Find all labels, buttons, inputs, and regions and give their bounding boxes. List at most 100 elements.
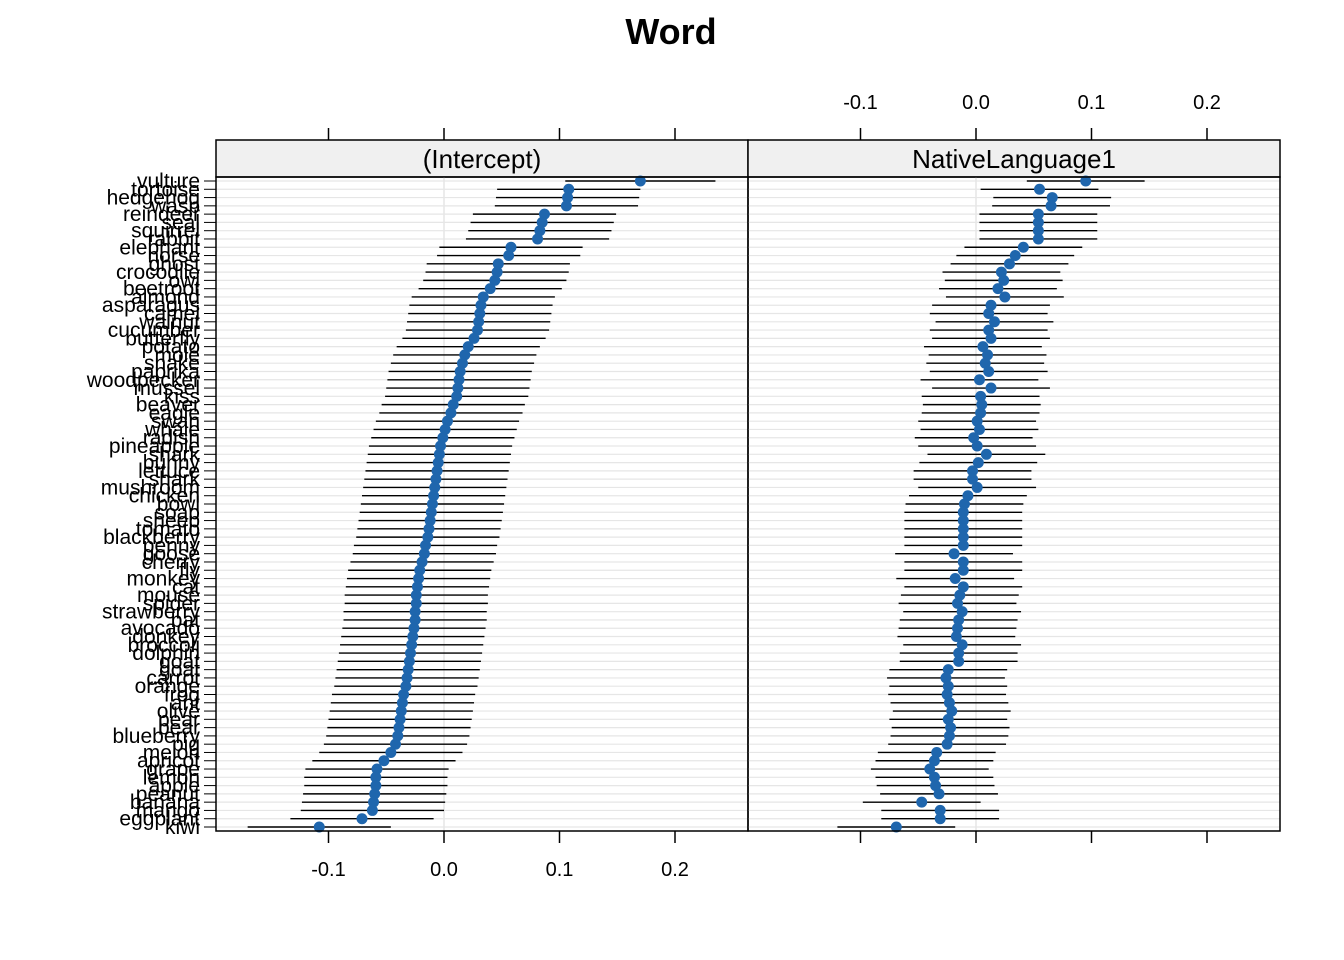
data-point	[429, 481, 441, 493]
data-point	[370, 780, 382, 792]
word-label: cucumber	[108, 319, 200, 342]
data-point	[995, 266, 1007, 278]
data-point	[953, 647, 965, 659]
word-label: tortoise	[131, 178, 200, 201]
word-label: mussel	[133, 377, 200, 400]
data-point	[468, 332, 480, 344]
data-point	[441, 415, 453, 427]
data-point	[941, 738, 953, 750]
word-label: cherry	[142, 551, 201, 574]
x-tick-label: 0.1	[1078, 92, 1106, 114]
data-point	[401, 672, 413, 684]
word-label: bat	[171, 609, 200, 632]
word-label: radish	[143, 427, 200, 450]
data-point	[957, 581, 969, 593]
data-point	[977, 341, 989, 353]
data-point	[433, 448, 445, 460]
data-point	[988, 316, 1000, 328]
data-point	[949, 573, 961, 585]
x-tick-label: -0.1	[843, 92, 877, 114]
word-label: eggplant	[119, 808, 200, 831]
data-point	[953, 614, 965, 626]
data-point	[456, 357, 468, 369]
word-label: soap	[154, 501, 200, 524]
data-point	[484, 283, 496, 295]
word-label: wasp	[150, 195, 200, 218]
word-label: crocodile	[116, 261, 200, 284]
data-point	[445, 407, 457, 419]
data-point	[378, 755, 390, 767]
data-point	[968, 432, 980, 444]
data-point	[980, 448, 992, 460]
word-label: whale	[144, 418, 200, 441]
data-point	[492, 258, 504, 270]
word-label: snake	[144, 352, 200, 375]
data-point	[930, 780, 942, 792]
data-point	[943, 730, 955, 742]
word-labels: vulturetortoisehedgehogwaspreindeerseals…	[86, 170, 216, 839]
data-point	[1032, 208, 1044, 220]
data-point	[453, 374, 465, 386]
word-label: butterfly	[125, 327, 200, 350]
word-label: woodpecker	[86, 369, 200, 392]
word-label: ghost	[149, 253, 201, 276]
word-label: paprika	[131, 360, 200, 383]
data-point	[477, 291, 489, 303]
word-label: mole	[154, 344, 200, 367]
data-point	[1046, 192, 1058, 204]
data-point	[414, 564, 426, 576]
data-point	[983, 365, 995, 377]
data-point	[1032, 233, 1044, 245]
data-point	[982, 349, 994, 361]
data-point	[983, 324, 995, 336]
data-point	[459, 349, 471, 361]
data-point	[491, 266, 503, 278]
data-point	[420, 539, 432, 551]
word-label: banana	[130, 791, 200, 814]
data-point	[471, 324, 483, 336]
data-point	[928, 771, 940, 783]
data-point	[956, 606, 968, 618]
word-label: tomato	[136, 518, 200, 541]
word-label: dolphin	[132, 642, 200, 665]
data-point	[489, 274, 501, 286]
panel-frame	[747, 176, 1281, 832]
data-point	[418, 548, 430, 560]
word-label: beaver	[136, 394, 200, 417]
data-point	[385, 746, 397, 758]
panel-intercept: (Intercept) -0.1 0.0 0.1 0.2	[215, 128, 749, 881]
x-tick-label: 0.2	[1193, 92, 1221, 114]
data-point	[426, 498, 438, 510]
data-point	[1034, 183, 1046, 195]
panels: (Intercept) -0.1 0.0 0.1 0.2 NativeLanguage1 -…	[215, 92, 1281, 881]
data-point	[435, 440, 447, 452]
word-label: vulture	[137, 170, 200, 193]
data-point	[474, 308, 486, 320]
word-label: olive	[157, 700, 200, 723]
data-point	[423, 523, 435, 535]
strip-background	[215, 139, 749, 178]
word-label: shark	[149, 468, 201, 491]
word-label: goose	[143, 543, 200, 566]
data-point	[934, 813, 946, 825]
chart-title: Word	[625, 11, 716, 52]
data-point	[1032, 216, 1044, 228]
data-point	[1032, 225, 1044, 237]
data-point	[952, 622, 964, 634]
word-label: horse	[147, 245, 200, 268]
word-label: goat	[159, 659, 200, 682]
data-point	[976, 399, 988, 411]
data-point	[924, 763, 936, 775]
data-point	[975, 390, 987, 402]
word-label: orange	[135, 675, 200, 698]
data-point	[940, 672, 952, 684]
data-point	[431, 465, 443, 477]
data-point	[563, 183, 575, 195]
word-label: camel	[144, 303, 200, 326]
data-point	[392, 730, 404, 742]
data-point	[916, 796, 928, 808]
word-label: kiwi	[165, 816, 200, 839]
word-label: cat	[172, 576, 200, 599]
data-point	[957, 556, 969, 568]
data-point	[368, 796, 380, 808]
